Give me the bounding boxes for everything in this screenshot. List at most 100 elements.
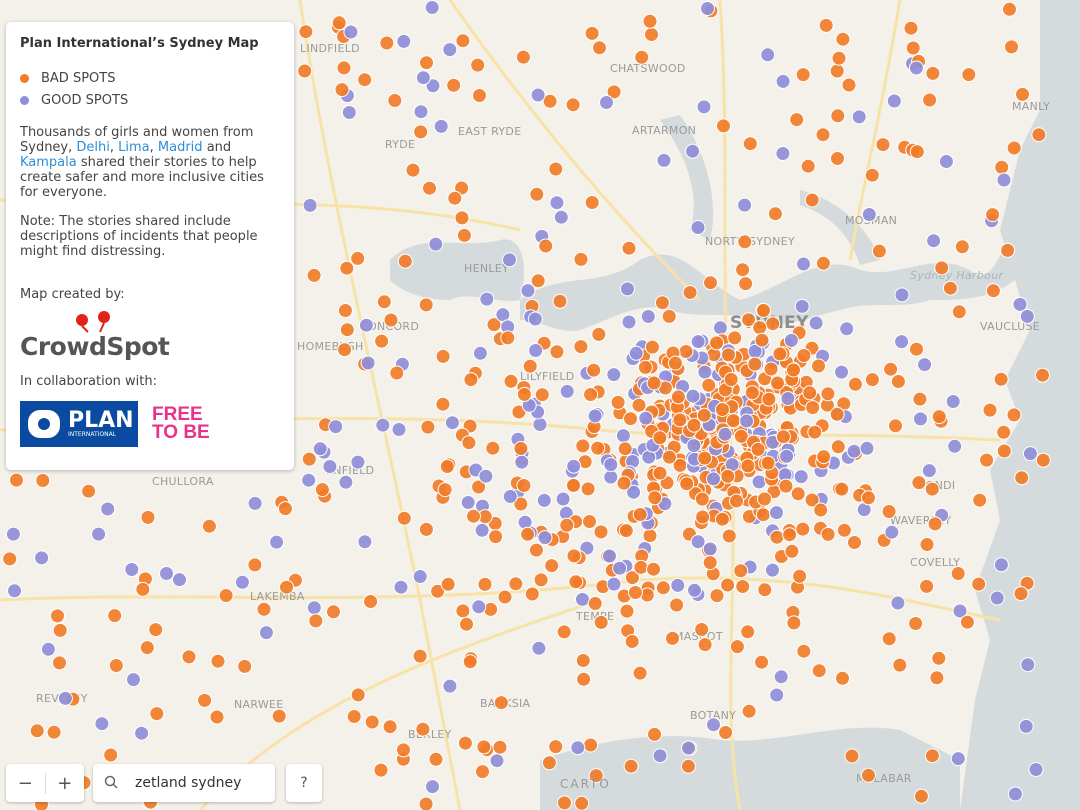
spot[interactable] <box>477 576 493 592</box>
spot[interactable] <box>861 490 876 506</box>
spot[interactable] <box>961 67 977 83</box>
spot[interactable] <box>669 597 685 613</box>
spot[interactable] <box>616 475 632 491</box>
spot[interactable] <box>681 740 696 756</box>
spot[interactable] <box>917 357 933 373</box>
spot[interactable] <box>1022 446 1038 462</box>
spot[interactable] <box>792 568 808 584</box>
spot[interactable] <box>945 394 961 409</box>
spot[interactable] <box>624 634 640 649</box>
spot[interactable] <box>528 542 544 558</box>
spot[interactable] <box>422 180 437 196</box>
spot[interactable] <box>620 281 635 297</box>
spot[interactable] <box>725 413 741 429</box>
spot[interactable] <box>566 477 581 493</box>
spot[interactable] <box>694 491 710 507</box>
spot[interactable] <box>583 737 599 753</box>
spot[interactable] <box>210 653 226 669</box>
spot[interactable] <box>786 615 802 631</box>
spot[interactable] <box>492 739 508 755</box>
spot[interactable] <box>723 372 739 387</box>
spot[interactable] <box>489 753 505 769</box>
spot[interactable] <box>237 658 253 674</box>
spot[interactable] <box>462 654 478 670</box>
spot[interactable] <box>716 118 731 134</box>
spot[interactable] <box>472 345 488 361</box>
spot[interactable] <box>393 579 409 595</box>
spot[interactable] <box>727 330 743 346</box>
spot[interactable] <box>644 339 660 355</box>
spot[interactable] <box>847 535 862 550</box>
spot[interactable] <box>374 333 390 349</box>
spot[interactable] <box>775 429 791 445</box>
spot[interactable] <box>696 99 712 115</box>
spot[interactable] <box>818 17 834 33</box>
spot[interactable] <box>412 569 428 584</box>
spot[interactable] <box>890 595 906 611</box>
spot[interactable] <box>603 457 619 473</box>
spot[interactable] <box>702 541 718 557</box>
spot[interactable] <box>859 440 875 456</box>
spot[interactable] <box>634 49 650 65</box>
spot[interactable] <box>542 93 558 109</box>
spot[interactable] <box>396 33 412 49</box>
spot[interactable] <box>593 614 609 630</box>
spot[interactable] <box>502 252 517 268</box>
city-link[interactable]: Lima <box>118 140 150 155</box>
help-button[interactable]: ? <box>286 764 322 802</box>
spot[interactable] <box>804 192 820 208</box>
spot[interactable] <box>754 332 770 348</box>
spot[interactable] <box>575 653 591 668</box>
spot[interactable] <box>524 586 540 602</box>
spot[interactable] <box>209 709 225 725</box>
spot[interactable] <box>454 210 470 226</box>
spot[interactable] <box>646 375 662 391</box>
spot[interactable] <box>503 373 519 389</box>
spot[interactable] <box>921 463 937 479</box>
spot[interactable] <box>471 479 487 495</box>
spot[interactable] <box>761 391 777 407</box>
spot[interactable] <box>488 529 504 545</box>
spot[interactable] <box>439 459 455 474</box>
spot[interactable] <box>742 136 758 152</box>
spot[interactable] <box>709 588 725 604</box>
spot[interactable] <box>789 112 805 128</box>
spot[interactable] <box>497 589 513 605</box>
spot[interactable] <box>181 649 197 665</box>
spot[interactable] <box>642 528 658 544</box>
spot[interactable] <box>950 751 966 767</box>
spot[interactable] <box>474 522 490 538</box>
spot[interactable] <box>667 355 683 371</box>
spot[interactable] <box>747 356 763 372</box>
spot[interactable] <box>412 648 428 664</box>
spot[interactable] <box>446 77 462 93</box>
spot[interactable] <box>557 795 572 810</box>
spot[interactable] <box>894 287 910 303</box>
spot[interactable] <box>775 73 791 89</box>
spot[interactable] <box>835 31 851 47</box>
spot[interactable] <box>440 576 456 592</box>
spot[interactable] <box>1031 127 1047 143</box>
spot[interactable] <box>135 581 151 597</box>
spot[interactable] <box>714 402 730 417</box>
spot[interactable] <box>864 372 880 388</box>
spot[interactable] <box>679 476 695 492</box>
spot[interactable] <box>513 441 529 456</box>
spot[interactable] <box>721 528 737 544</box>
spot[interactable] <box>718 725 734 740</box>
spot[interactable] <box>350 454 366 470</box>
spot[interactable] <box>888 418 903 434</box>
spot[interactable] <box>924 748 940 764</box>
spot[interactable] <box>139 640 155 656</box>
spot[interactable] <box>425 779 440 795</box>
spot[interactable] <box>772 346 788 362</box>
zoom-in[interactable]: + <box>57 772 73 794</box>
spot[interactable] <box>775 146 791 161</box>
spot[interactable] <box>459 616 474 632</box>
spot[interactable] <box>881 631 897 647</box>
spot[interactable] <box>247 495 263 511</box>
spot[interactable] <box>508 576 524 592</box>
spot[interactable] <box>258 625 274 641</box>
spot[interactable] <box>760 455 776 471</box>
spot[interactable] <box>256 601 272 617</box>
